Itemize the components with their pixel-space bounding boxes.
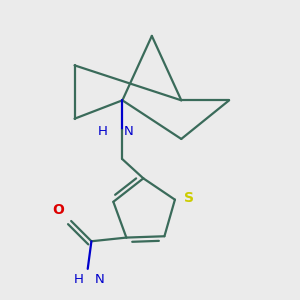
- Text: N: N: [95, 272, 105, 286]
- Text: O: O: [52, 203, 64, 217]
- Text: H: H: [74, 272, 84, 286]
- Text: N: N: [124, 125, 134, 138]
- Text: S: S: [184, 191, 194, 205]
- Text: H: H: [98, 125, 108, 138]
